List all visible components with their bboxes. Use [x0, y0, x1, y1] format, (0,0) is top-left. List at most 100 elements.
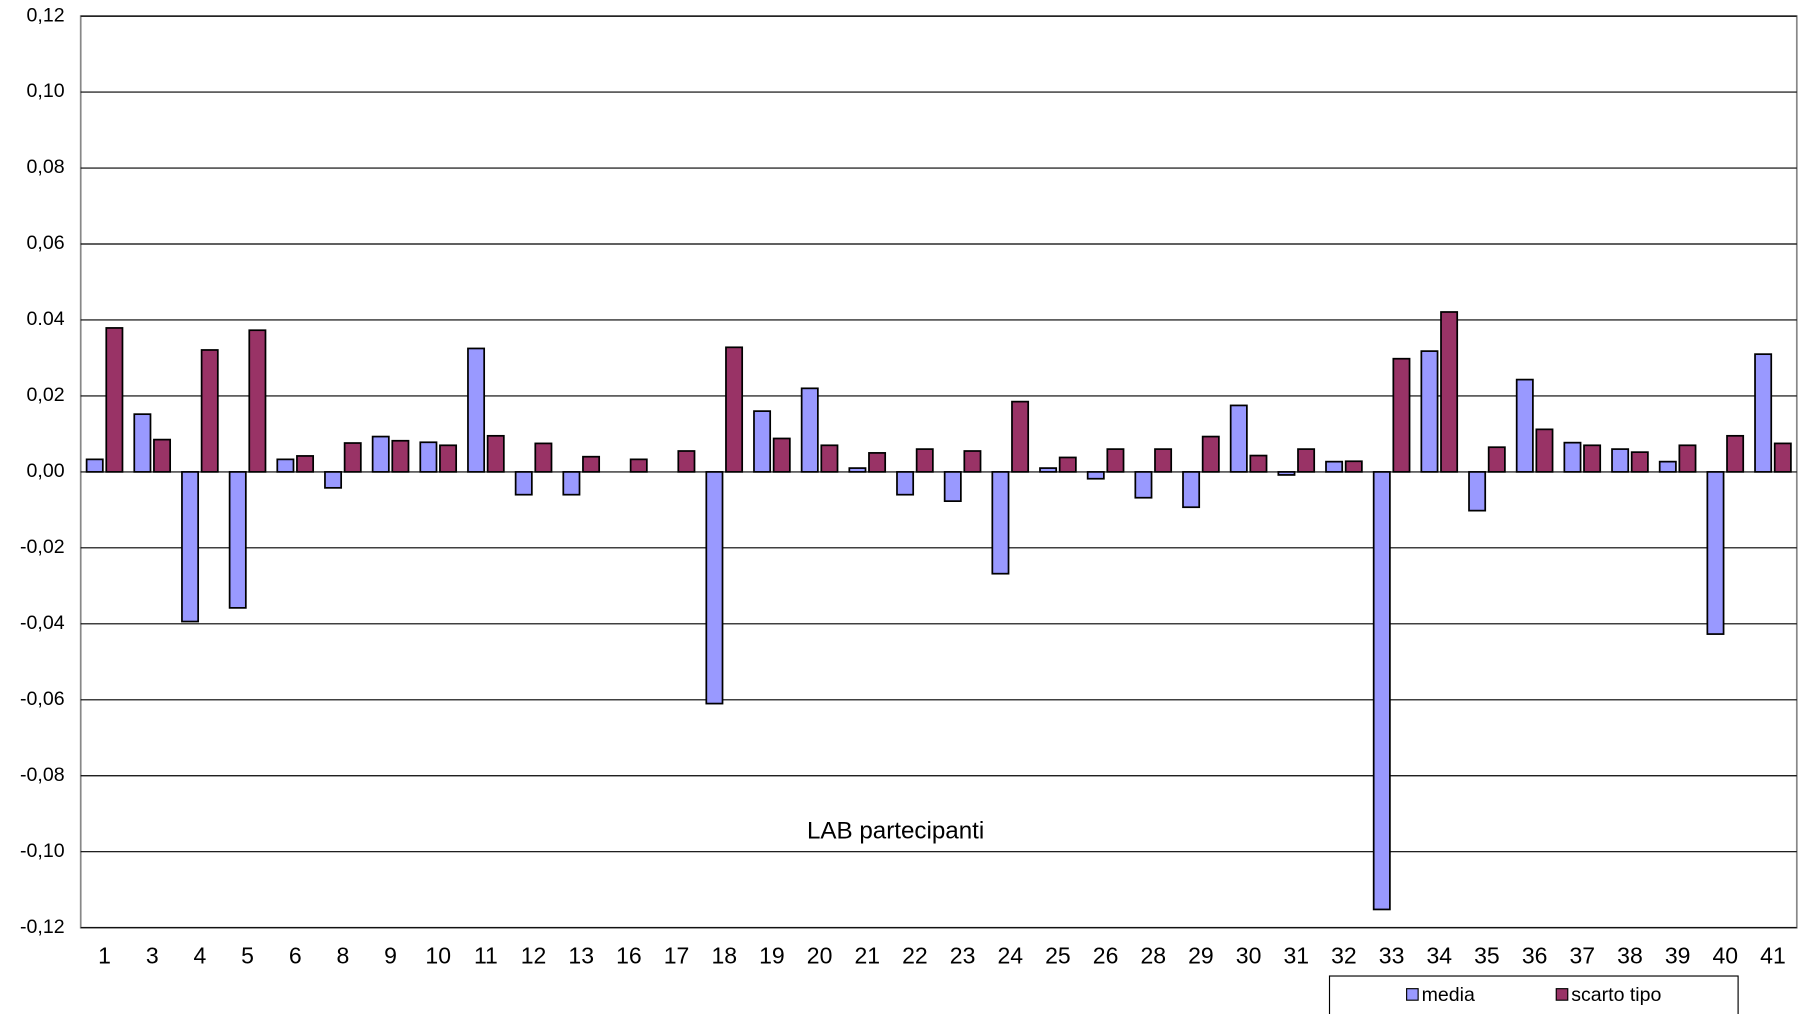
x-tick-label: 3: [146, 943, 159, 969]
bar: [1440, 311, 1459, 473]
x-tick-label: 17: [664, 943, 690, 969]
x-tick-label: 26: [1093, 943, 1119, 969]
bar: [153, 438, 172, 473]
y-tick-label: 0,02: [27, 384, 65, 406]
x-tick-label: 41: [1760, 943, 1786, 969]
bar: [1487, 446, 1506, 473]
x-tick-label: 35: [1474, 943, 1500, 969]
bar: [1678, 444, 1697, 473]
x-tick-label: 39: [1665, 943, 1691, 969]
bar: [772, 437, 791, 473]
bar: [896, 471, 915, 496]
y-tick-label: -0,10: [20, 840, 65, 862]
y-tick-label: -0,08: [20, 764, 65, 786]
bar: [1392, 357, 1411, 473]
x-tick-label: 25: [1045, 943, 1071, 969]
bar: [276, 458, 295, 473]
y-tick-label: 0,12: [27, 4, 65, 26]
bar: [820, 444, 839, 473]
x-tick-label: 33: [1379, 943, 1405, 969]
y-tick-label: 0,06: [27, 232, 65, 254]
bar: [753, 410, 772, 473]
bar: [343, 442, 362, 473]
bar: [562, 471, 581, 496]
bar: [514, 471, 533, 496]
bar: [1154, 448, 1173, 473]
x-tick-label: 13: [568, 943, 594, 969]
bar: [1773, 442, 1792, 473]
bar: [1058, 456, 1077, 473]
y-tick-label: -0,04: [20, 612, 65, 634]
bar: [1563, 441, 1582, 473]
y-tick-label: 0.04: [27, 308, 65, 330]
bar: [1011, 400, 1030, 473]
bar: [467, 347, 486, 473]
bar: [1325, 460, 1344, 473]
bar: [439, 444, 458, 473]
bar: [248, 329, 267, 473]
x-tick-label: 10: [425, 943, 451, 969]
x-tick-label: 4: [193, 943, 206, 969]
x-tick-label: 23: [950, 943, 976, 969]
bar: [324, 471, 343, 489]
bar: [1182, 471, 1201, 509]
x-tick-label: 12: [521, 943, 547, 969]
x-tick-label: 9: [384, 943, 397, 969]
bar: [1420, 350, 1439, 473]
bar: [391, 439, 410, 473]
x-tick-label: 29: [1188, 943, 1214, 969]
y-tick-label: -0,12: [20, 916, 65, 938]
bar: [725, 346, 744, 473]
x-tick-label: 5: [241, 943, 254, 969]
bar: [181, 471, 200, 623]
x-tick-label: 31: [1283, 943, 1309, 969]
legend-label: media: [1422, 984, 1475, 1006]
x-tick-label: 8: [336, 943, 349, 969]
bar: [582, 455, 601, 473]
y-tick-label: 0,08: [27, 156, 65, 178]
legend-box: [1328, 975, 1739, 1019]
bar: [1134, 471, 1153, 499]
bar: [943, 471, 962, 503]
x-tick-label: 30: [1236, 943, 1262, 969]
x-tick-label: 37: [1569, 943, 1595, 969]
bar: [296, 455, 315, 473]
bar: [105, 327, 124, 473]
y-tick-label: -0,06: [20, 688, 65, 710]
x-tick-label: 40: [1712, 943, 1738, 969]
x-tick-label: 16: [616, 943, 642, 969]
x-axis-label: LAB partecipanti: [807, 818, 984, 845]
x-tick-label: 11: [474, 943, 498, 969]
bar: [133, 413, 152, 473]
bar: [486, 434, 505, 473]
bar: [371, 435, 390, 473]
legend-label: scarto tipo: [1571, 984, 1661, 1006]
bar: [1468, 471, 1487, 512]
bar: [1229, 404, 1248, 473]
legend-swatch: [1406, 988, 1419, 1001]
bar: [1726, 434, 1745, 473]
bar: [200, 349, 219, 473]
bar: [1039, 467, 1058, 473]
bar: [868, 452, 887, 473]
bar: [1249, 454, 1268, 473]
bar: [1372, 471, 1391, 911]
bar: [1706, 471, 1725, 635]
bar: [963, 450, 982, 473]
x-tick-label: 1: [98, 943, 111, 969]
bar: [1658, 460, 1677, 473]
bar: [534, 442, 553, 473]
x-tick-label: 36: [1522, 943, 1548, 969]
bar: [1201, 435, 1220, 473]
bar: [1535, 428, 1554, 473]
bar: [1630, 451, 1649, 473]
legend-swatch: [1555, 988, 1569, 1001]
bar: [1297, 448, 1316, 473]
x-tick-label: 6: [289, 943, 302, 969]
x-tick-label: 22: [902, 943, 928, 969]
bar: [1277, 471, 1296, 476]
bar: [991, 471, 1010, 575]
bar: [228, 471, 247, 609]
bar: [85, 458, 104, 473]
